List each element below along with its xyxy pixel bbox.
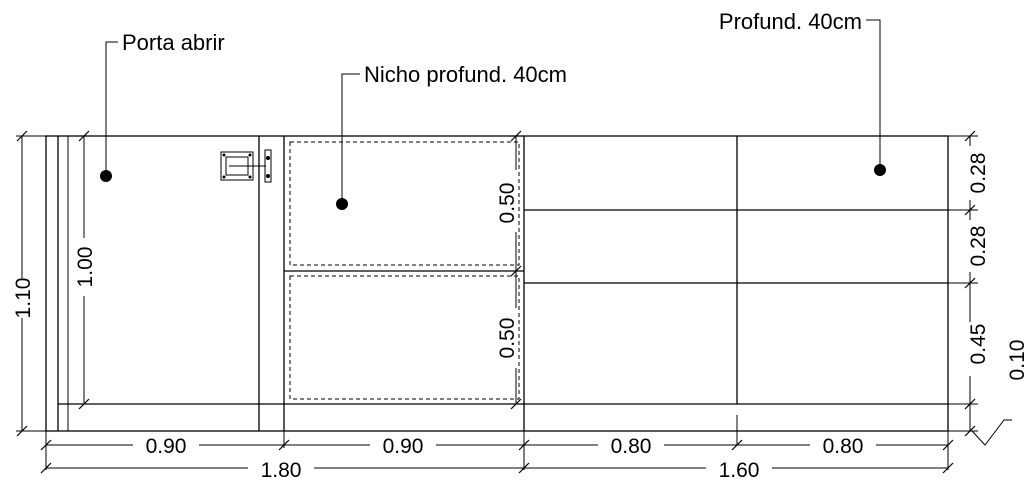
dim-label: 1.00 [74, 247, 97, 288]
dim-label: 1.60 [719, 459, 760, 482]
niche-outline [289, 141, 520, 400]
dim-bottom-row2: 1.80 1.60 [40, 459, 954, 482]
nicho-label: Nicho profund. 40cm [364, 62, 567, 87]
callout-nicho: Nicho profund. 40cm [336, 62, 567, 210]
porta-label: Porta abrir [122, 30, 225, 55]
dim-label: 0.10 [1006, 340, 1029, 381]
cabinet-body [45, 135, 949, 445]
dim-label: 0.50 [496, 183, 519, 224]
dim-label: 0.45 [967, 324, 990, 365]
profund-label: Profund. 40cm [719, 9, 862, 34]
dim-label: 0.28 [967, 153, 990, 194]
dim-niche-heights: 0.50 0.50 [496, 130, 522, 410]
callout-porta: Porta abrir [100, 30, 225, 182]
dim-label: 0.90 [383, 435, 424, 458]
dim-inner-height: 1.00 [74, 130, 97, 410]
dim-right-column: 0.28 0.28 0.45 0.10 [948, 130, 1029, 446]
dim-left-height: 1.10 [12, 130, 46, 437]
latch-icon [220, 149, 272, 183]
dim-label: 0.80 [823, 435, 864, 458]
dim-label: 1.10 [12, 278, 35, 319]
dim-label: 0.50 [496, 318, 519, 359]
dim-label: 0.90 [146, 435, 187, 458]
dim-label: 0.80 [611, 435, 652, 458]
dim-label: 0.28 [967, 226, 990, 267]
callout-profund: Profund. 40cm [719, 9, 886, 176]
dim-label: 1.80 [261, 459, 302, 482]
dim-bottom-row1: 0.90 0.90 0.80 0.80 [40, 431, 954, 470]
